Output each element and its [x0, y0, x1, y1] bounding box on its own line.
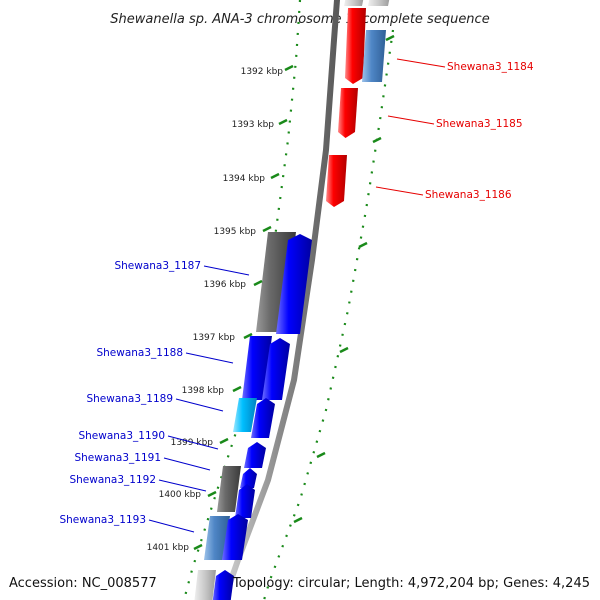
cog-feature-block	[368, 0, 390, 6]
scale-tick-label: 1395 kbp	[214, 227, 257, 237]
reverse-gene-feature	[251, 398, 275, 438]
gene-label[interactable]: Shewana3_1192	[69, 474, 156, 486]
forward-gene-feature	[338, 88, 358, 138]
outer-tick-mark	[293, 516, 303, 524]
reverse-gene-feature	[244, 442, 266, 468]
gene-callout-line	[163, 457, 211, 471]
scale-tick-mark	[193, 543, 203, 551]
scale-tick-mark	[284, 64, 294, 72]
outer-tick-mark	[372, 136, 382, 144]
gene-label[interactable]: Shewana3_1186	[425, 189, 512, 201]
cog-feature-block	[194, 570, 216, 600]
reverse-gene-feature	[212, 570, 234, 600]
scale-tick-label: 1394 kbp	[223, 174, 266, 184]
gene-callout-line	[185, 352, 234, 364]
cog-feature-block	[217, 466, 241, 512]
gene-callout-line	[396, 58, 446, 68]
gene-callout-line	[158, 479, 207, 492]
forward-gene-feature	[345, 8, 366, 84]
scale-tick-label: 1396 kbp	[204, 280, 247, 290]
scale-tick-mark	[253, 279, 263, 287]
reverse-gene-feature	[222, 514, 248, 560]
outer-tick-mark	[339, 346, 349, 354]
gene-label[interactable]: Shewana3_1184	[447, 61, 534, 73]
scale-tick-mark	[270, 172, 280, 180]
outer-tick-ring	[262, 29, 395, 600]
scale-tick-label: 1398 kbp	[182, 386, 225, 396]
scale-tick-mark	[207, 490, 217, 498]
scale-tick-label: 1392 kbp	[241, 67, 284, 77]
gene-callout-line	[175, 398, 224, 412]
gene-callout-line	[375, 186, 424, 196]
scale-tick-mark	[219, 437, 229, 445]
scale-tick-mark	[278, 118, 288, 126]
scale-tick-label: 1393 kbp	[232, 120, 275, 130]
outer-tick-mark	[385, 34, 395, 42]
gene-callout-line	[148, 519, 195, 533]
gene-callout-line	[203, 265, 250, 276]
outer-tick-mark	[316, 451, 326, 459]
cog-feature-block	[204, 516, 230, 560]
cog-feature-block	[233, 398, 257, 432]
scale-tick-label: 1401 kbp	[147, 543, 190, 553]
cog-feature-block	[362, 30, 386, 82]
outer-tick-mark	[358, 241, 368, 249]
gene-label[interactable]: Shewana3_1188	[96, 347, 183, 359]
gene-label[interactable]: Shewana3_1193	[59, 514, 146, 526]
reverse-gene-feature	[262, 338, 290, 400]
forward-gene-feature	[326, 155, 347, 207]
map-title: Shewanella sp. ANA-3 chromosome 1, compl…	[110, 12, 489, 27]
scale-tick-label: 1399 kbp	[171, 438, 214, 448]
gene-label[interactable]: Shewana3_1185	[436, 118, 523, 130]
reverse-gene-feature	[235, 484, 255, 518]
scale-ticks: 1392 kbp 1393 kbp 1394 kbp 1395 kbp 1396 kbp…	[147, 34, 395, 553]
cog-feature-block	[344, 0, 364, 6]
tick-rings	[182, 0, 395, 600]
reverse-gene-feature	[240, 468, 257, 488]
scale-tick-mark	[232, 385, 242, 393]
gene-callouts: Shewana3_1184 Shewana3_1185 Shewana3_1186 S…	[59, 58, 534, 533]
gene-features	[194, 0, 390, 600]
gene-label[interactable]: Shewana3_1187	[114, 260, 201, 272]
gene-label[interactable]: Shewana3_1191	[74, 452, 161, 464]
scale-tick-mark	[243, 332, 253, 340]
scale-tick-mark	[262, 225, 272, 233]
gene-callout-line	[387, 115, 435, 125]
gene-label[interactable]: Shewana3_1189	[86, 393, 173, 405]
gene-callout-line	[167, 435, 219, 450]
genome-summary-text: Topology: circular; Length: 4,972,204 bp…	[232, 576, 590, 591]
accession-text: Accession: NC_008577	[9, 576, 157, 591]
scale-tick-label: 1397 kbp	[193, 333, 236, 343]
gene-label[interactable]: Shewana3_1190	[78, 430, 165, 442]
reverse-gene-feature	[276, 234, 312, 334]
scale-tick-label: 1400 kbp	[159, 490, 202, 500]
